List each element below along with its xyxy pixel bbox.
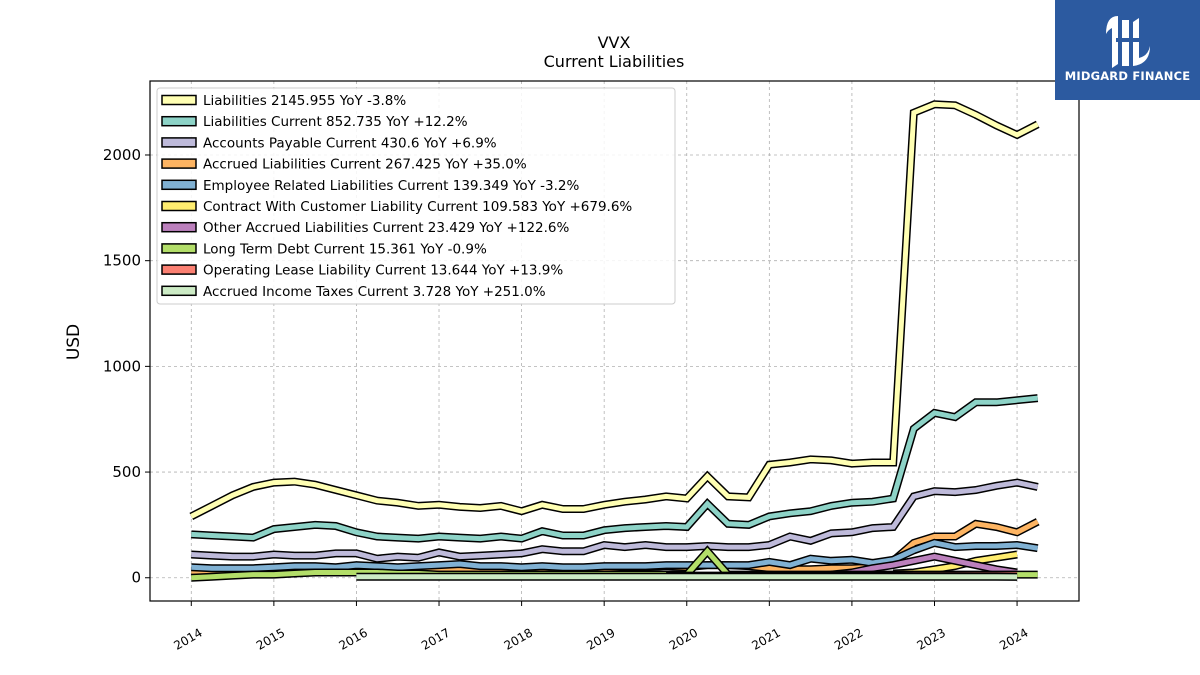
y-tick-label: 0 [131,569,141,587]
legend-swatch [161,264,197,275]
x-tick-label: 2023 [915,625,948,652]
series-line [831,554,1018,578]
x-tick-label: 2021 [749,625,782,652]
x-tick-label: 2018 [502,625,535,652]
y-tick-label: 1000 [103,357,141,375]
legend-swatch [161,137,197,148]
legend-entry: Other Accrued Liabilities Current 23.429… [203,220,570,236]
series-1 [191,394,1039,543]
plot-frame [149,80,1080,602]
legend-entry: Liabilities Current 852.735 YoY +12.2% [203,114,468,130]
legend-swatch [161,179,197,191]
legend-entry: Accrued Income Taxes Current 3.728 YoY +… [203,284,546,300]
y-axis-label: USD [64,324,84,360]
series-4 [191,538,1039,573]
series-line [191,480,1039,562]
brand-logo: MIDGARD FINANCE [1055,0,1200,100]
series-line [191,540,1039,571]
brand-name: MIDGARD FINANCE [1064,69,1191,83]
brand-mark-icon [1106,16,1150,68]
chart-title: VVX [598,33,631,52]
series-line-outline [191,394,1039,543]
x-tick-label: 2016 [336,625,369,652]
x-tick-label: 2014 [171,625,204,652]
legend-entry: Operating Lease Liability Current 13.644… [203,263,563,279]
series-0 [189,100,1040,520]
legend-entry: Accounts Payable Current 430.6 YoY +6.9% [203,135,497,151]
legend: Liabilities 2145.955 YoY -3.8% Liabilitie… [156,87,676,305]
x-tick-label: 2015 [254,625,287,652]
legend-box [156,87,676,305]
x-axis: 2014 2015 2016 2017 2018 2019 2020 2021 2022 2023… [171,601,1031,653]
y-tick-label: 1500 [103,252,141,270]
y-axis: 0 500 1000 1500 2000 [103,146,150,587]
legend-swatch [161,200,197,212]
x-tick-label: 2024 [997,625,1030,652]
series-line [190,101,1039,519]
series-line [191,395,1038,542]
x-tick-label: 2022 [832,625,865,652]
legend-swatch [161,158,197,169]
legend-entry: Liabilities 2145.955 YoY -3.8% [203,93,406,109]
legend-entry: Accrued Liabilities Current 267.425 YoY … [203,157,527,173]
series-2 [191,478,1039,563]
x-tick-label: 2020 [667,625,700,652]
legend-swatch [161,285,197,297]
legend-swatch [161,243,197,254]
x-tick-label: 2019 [584,625,617,652]
chart-subtitle: Current Liabilities [544,52,685,71]
legend-swatch [161,115,197,127]
y-tick-label: 2000 [103,146,141,164]
y-tick-label: 500 [112,463,141,481]
x-tick-label: 2017 [419,625,452,652]
legend-entry: Long Term Debt Current 15.361 YoY -0.9% [203,241,487,257]
legend-entry: Contract With Customer Liability Current… [203,199,632,215]
legend-entry: Employee Related Liabilities Current 139… [203,178,579,194]
series-layer [189,100,1040,582]
legend-swatch [161,221,197,233]
series-6 [830,552,1018,579]
legend-swatch [161,94,197,106]
